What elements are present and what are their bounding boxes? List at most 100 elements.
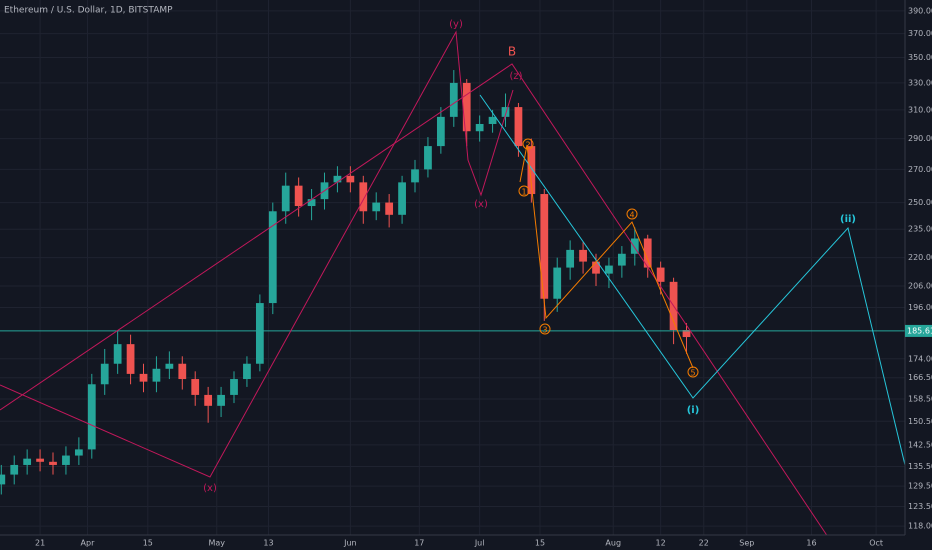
candle-body xyxy=(10,464,19,475)
y-tick-label: 206.00 xyxy=(908,281,932,290)
chart-title: Ethereum / U.S. Dollar, 1D, BITSTAMP xyxy=(4,6,173,16)
y-tick-label: 330.00 xyxy=(908,78,932,87)
candle-body xyxy=(268,211,277,304)
candle-body xyxy=(449,82,458,117)
time-axis xyxy=(0,535,932,550)
candle-body xyxy=(36,458,44,462)
x-tick-label: 22 xyxy=(699,539,709,548)
circle xyxy=(522,138,534,150)
x-tick-label: Jul xyxy=(474,539,485,548)
y-tick-label: 350.00 xyxy=(908,53,932,62)
wave-label: 2 xyxy=(525,141,530,150)
wave-label: 3 xyxy=(542,326,547,335)
x-tick-label: Aug xyxy=(605,539,621,548)
x-tick-label: Jun xyxy=(343,539,357,548)
x-tick-label: 15 xyxy=(143,539,153,548)
wave-label: (i) xyxy=(687,405,700,416)
candle-body xyxy=(592,261,600,274)
wave-line xyxy=(0,63,831,541)
candle-body xyxy=(255,303,264,364)
candle-body xyxy=(385,202,394,215)
candle-body xyxy=(411,169,419,183)
y-tick-label: 235.00 xyxy=(908,225,932,234)
x-tick-label: May xyxy=(208,539,225,548)
wave-line xyxy=(0,30,514,478)
grid xyxy=(0,0,905,535)
wave-line xyxy=(479,94,906,466)
wave-line xyxy=(519,144,694,369)
wave-label: 4 xyxy=(629,211,634,220)
last-price-label: 185.61 xyxy=(907,326,932,335)
wave-label: B xyxy=(508,45,516,59)
y-tick-label: 310.00 xyxy=(908,105,932,114)
x-tick-label: 16 xyxy=(806,539,816,548)
x-tick-label: 21 xyxy=(35,539,45,548)
y-tick-label: 390.00 xyxy=(908,6,932,15)
candle-body xyxy=(165,363,174,369)
candle-body xyxy=(475,123,484,132)
y-tick-label: 270.00 xyxy=(908,165,932,174)
wave-label: (x) xyxy=(203,483,217,494)
wave-label: (y) xyxy=(449,19,463,30)
y-tick-label: 166.50 xyxy=(908,373,932,382)
wave-drawings xyxy=(0,30,906,541)
candle-body xyxy=(217,394,225,406)
candle-body xyxy=(152,368,161,382)
y-tick-label: 118.00 xyxy=(908,522,932,531)
candle-body xyxy=(113,344,122,364)
candle-body xyxy=(630,238,639,254)
candle-body xyxy=(191,379,200,395)
candle-body xyxy=(87,384,96,450)
y-tick-label: 250.00 xyxy=(908,198,932,207)
candle-body xyxy=(204,394,213,406)
candle-body xyxy=(436,116,445,147)
candle-body xyxy=(100,363,109,385)
wave-label: (z) xyxy=(509,71,522,82)
candle-body xyxy=(23,458,32,465)
candle-body xyxy=(281,185,290,212)
candle-body xyxy=(74,449,83,456)
candle-body xyxy=(230,379,238,395)
price-axis xyxy=(905,0,932,550)
circle xyxy=(518,185,530,197)
candle-body xyxy=(126,344,135,374)
candle-body xyxy=(488,116,497,124)
candle-body xyxy=(346,175,355,183)
candle-body xyxy=(372,202,381,212)
x-tick-label: Oct xyxy=(869,539,883,548)
candle-body xyxy=(605,265,613,274)
candle-body xyxy=(62,455,70,465)
candle-body xyxy=(553,267,562,299)
y-tick-label: 150.50 xyxy=(908,417,932,426)
candle-body xyxy=(656,267,665,282)
circle xyxy=(539,323,551,335)
x-tick-label: 15 xyxy=(535,539,545,548)
y-tick-label: 158.50 xyxy=(908,394,932,403)
candle-body xyxy=(514,107,523,147)
candle-body xyxy=(682,330,691,338)
annotations: (y) B (z) (x) (x) (i) (ii) 1 2 3 4 5 xyxy=(203,19,856,494)
candle-body xyxy=(579,249,587,262)
candles xyxy=(0,70,905,495)
y-tick-label: 142.50 xyxy=(908,440,932,449)
candle-body xyxy=(294,185,303,207)
candle-body xyxy=(617,253,626,266)
candle-body xyxy=(139,373,148,382)
y-tick-label: 370.00 xyxy=(908,29,932,38)
last-price-box xyxy=(905,324,932,337)
y-tick-label: 135.50 xyxy=(908,462,932,471)
y-tick-label: 129.50 xyxy=(908,482,932,491)
wave-circles xyxy=(518,138,699,378)
circle xyxy=(687,366,699,378)
wave-label: 1 xyxy=(521,188,526,197)
wave-label: (ii) xyxy=(840,214,856,225)
candle-body xyxy=(398,182,406,215)
x-tick-label: 13 xyxy=(263,539,273,548)
axes: 390.00 370.00 350.00 330.00 310.00 290.00 270.… xyxy=(35,6,932,548)
candle-body xyxy=(359,182,368,212)
y-tick-label: 123.50 xyxy=(908,502,932,511)
candle-body xyxy=(501,107,510,117)
candle-body xyxy=(566,249,575,268)
x-tick-label: Sep xyxy=(739,539,754,548)
